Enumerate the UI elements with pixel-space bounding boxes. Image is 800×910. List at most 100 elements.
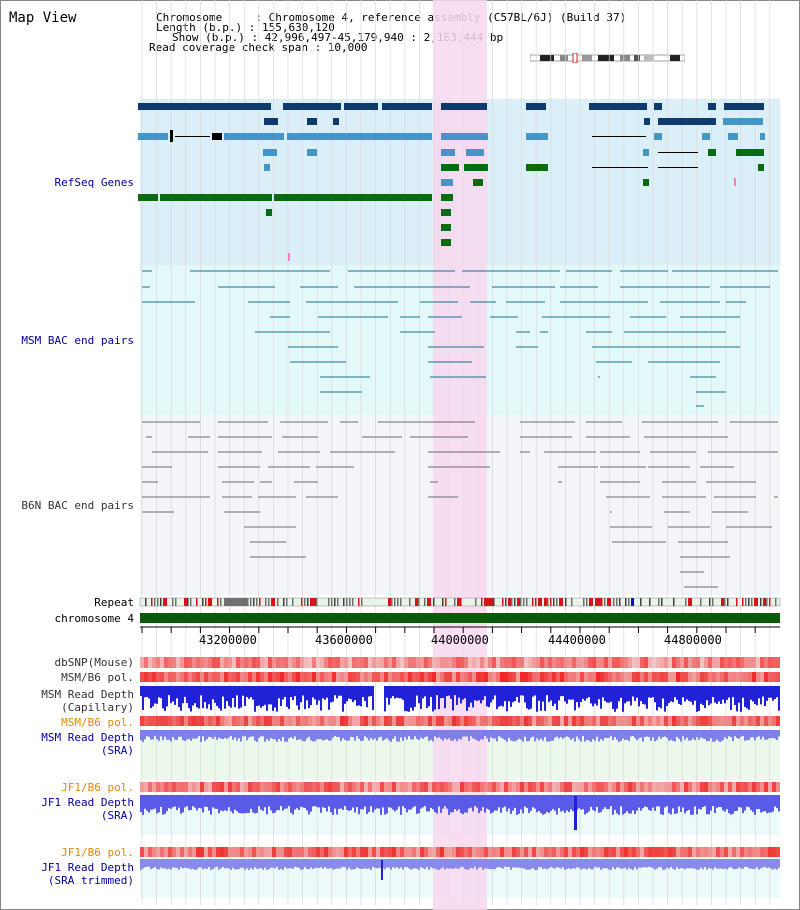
depth-bar (688, 686, 690, 701)
depth-bar (280, 795, 282, 807)
refseq-gene[interactable] (441, 224, 451, 231)
heat-cell (708, 716, 712, 726)
depth-bar (292, 686, 294, 701)
heat-cell (652, 716, 656, 726)
refseq-gene[interactable] (464, 164, 488, 171)
refseq-gene[interactable] (382, 103, 432, 110)
refseq-gene[interactable] (644, 118, 650, 125)
refseq-gene[interactable] (643, 149, 649, 156)
refseq-gene[interactable] (441, 179, 453, 186)
refseq-gene[interactable] (589, 103, 647, 110)
refseq-gene[interactable] (758, 164, 764, 171)
refseq-gene[interactable] (333, 118, 339, 125)
msm-capillary-depth[interactable] (140, 686, 780, 712)
msm-pol-heat-strip-2[interactable] (140, 716, 780, 726)
refseq-gene[interactable] (654, 103, 662, 110)
refseq-gene[interactable] (708, 103, 716, 110)
dbsnp-heat-strip[interactable] (140, 657, 780, 668)
jf1-sra-depth[interactable] (140, 795, 780, 830)
refseq-gene[interactable] (287, 133, 432, 140)
refseq-gene[interactable] (736, 149, 764, 156)
refseq-gene[interactable] (138, 133, 168, 140)
refseq-gene[interactable] (466, 149, 484, 156)
refseq-gene[interactable] (264, 118, 278, 125)
refseq-gene[interactable] (760, 133, 765, 140)
refseq-gene[interactable] (643, 179, 649, 186)
refseq-gene[interactable] (307, 118, 317, 125)
msm-sra-depth[interactable] (140, 730, 780, 742)
refseq-gene[interactable] (274, 194, 432, 201)
refseq-gene[interactable] (441, 149, 455, 156)
heat-cell (704, 672, 708, 682)
heat-cell (204, 716, 208, 726)
chromosome-bar[interactable] (140, 613, 780, 623)
msm-bac-track[interactable] (142, 270, 778, 407)
refseq-gene-track[interactable] (138, 103, 765, 261)
msm-pol-heat-strip[interactable] (140, 672, 780, 682)
refseq-gene[interactable] (526, 164, 548, 171)
depth-bar (744, 730, 746, 741)
depth-bar (310, 795, 312, 812)
depth-bar (184, 686, 186, 697)
repeat-mark (349, 598, 351, 606)
refseq-gene[interactable] (724, 103, 764, 110)
refseq-gene[interactable] (441, 194, 453, 201)
depth-bar (268, 859, 270, 870)
depth-bar (592, 859, 594, 870)
refseq-gene[interactable] (307, 149, 317, 156)
depth-bar (184, 730, 186, 742)
refseq-gene[interactable] (224, 133, 284, 140)
depth-bar (672, 686, 674, 703)
depth-bar (252, 859, 254, 870)
refseq-gene[interactable] (702, 133, 710, 140)
depth-bar (596, 795, 598, 807)
depth-bar (406, 686, 408, 712)
refseq-gene[interactable] (441, 164, 459, 171)
refseq-gene[interactable] (283, 103, 341, 110)
depth-bar (224, 795, 226, 811)
depth-bar (186, 859, 188, 869)
depth-bar (282, 795, 284, 811)
heat-cell (180, 672, 184, 682)
heat-cell (512, 782, 516, 792)
chromosome-ideogram[interactable] (530, 53, 685, 63)
refseq-gene[interactable] (526, 103, 546, 110)
depth-bar (760, 686, 762, 705)
heat-cell (272, 782, 276, 792)
refseq-gene[interactable] (441, 209, 451, 216)
refseq-gene[interactable] (441, 133, 488, 140)
refseq-gene[interactable] (138, 103, 271, 110)
heat-cell (308, 847, 312, 857)
jf1-pol-heat-strip-2[interactable] (140, 847, 780, 857)
refseq-gene[interactable] (441, 239, 451, 246)
depth-bar (148, 795, 150, 813)
depth-bar (708, 795, 710, 815)
refseq-gene[interactable] (708, 149, 716, 156)
refseq-gene[interactable] (344, 103, 378, 110)
refseq-gene[interactable] (658, 118, 716, 125)
refseq-gene[interactable] (723, 118, 763, 125)
refseq-gene[interactable] (266, 209, 272, 216)
refseq-gene[interactable] (654, 133, 662, 140)
refseq-gene[interactable] (441, 103, 487, 110)
repeat-mark (313, 598, 317, 606)
refseq-gene[interactable] (728, 133, 738, 140)
refseq-gene[interactable] (473, 179, 483, 186)
depth-bar (640, 859, 642, 868)
b6n-bac-track[interactable] (142, 421, 778, 588)
refseq-gene[interactable] (526, 133, 548, 140)
jf1-pol-heat-strip[interactable] (140, 782, 780, 792)
depth-bar (254, 686, 256, 712)
refseq-gene[interactable] (160, 194, 272, 201)
jf1-trimmed-depth[interactable] (140, 859, 780, 880)
depth-bar (666, 795, 668, 807)
refseq-gene[interactable] (264, 164, 270, 171)
depth-bar (710, 686, 712, 704)
depth-bar (356, 795, 358, 808)
depth-bar (258, 730, 260, 738)
refseq-gene[interactable] (138, 194, 158, 201)
refseq-gene[interactable] (263, 149, 277, 156)
depth-bar (776, 795, 778, 809)
depth-bar (188, 686, 190, 709)
